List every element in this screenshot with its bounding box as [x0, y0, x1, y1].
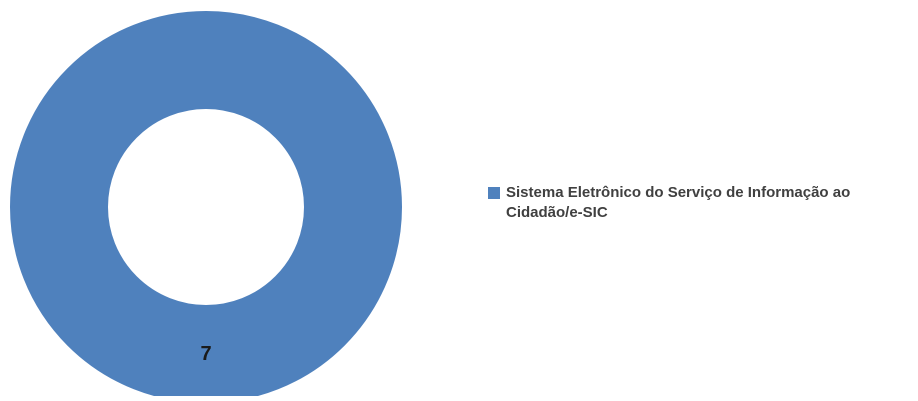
donut-data-labels: 7	[200, 343, 211, 365]
donut-data-label-0: 7	[200, 343, 211, 365]
donut-slice-0	[10, 11, 402, 401]
donut-slices	[10, 11, 402, 401]
legend-swatch-e-sic	[488, 187, 500, 199]
legend: Sistema Eletrônico do Serviço de Informa…	[488, 183, 913, 223]
legend-label-e-sic: Sistema Eletrônico do Serviço de Informa…	[506, 184, 851, 221]
